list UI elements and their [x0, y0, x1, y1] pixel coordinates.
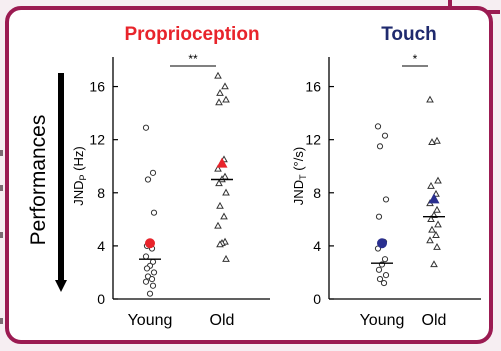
significance-label: *: [413, 52, 418, 66]
y-axis-label: JNDP (Hz): [71, 146, 88, 205]
chart-proprioception: Proprioception JNDP (Hz) 0 4 8 12 16 Young Ol…: [71, 24, 270, 329]
data-point: [428, 225, 436, 233]
data-point: [144, 176, 152, 183]
chart-title: Proprioception: [124, 24, 259, 45]
data-point: [381, 132, 389, 139]
significance-label: **: [188, 52, 198, 66]
data-point: [426, 95, 434, 103]
data-point: [427, 181, 435, 189]
data-point: [433, 205, 441, 213]
data-point: [374, 123, 382, 130]
data-point: [222, 188, 230, 196]
y-tick-label: 4: [313, 238, 321, 254]
data-point: [376, 275, 384, 283]
data-point: [214, 164, 222, 172]
data-point: [375, 213, 383, 220]
group-mean-marker: [145, 238, 155, 249]
chart-title: Touch: [381, 24, 437, 45]
data-point: [376, 143, 384, 150]
x-tick-label: Young: [128, 312, 173, 329]
group-mean-marker: [428, 193, 440, 204]
y-tick-label: 16: [305, 79, 321, 95]
x-tick-label: Old: [422, 312, 447, 329]
data-point: [142, 278, 150, 285]
data-point: [222, 95, 230, 103]
data-point: [381, 256, 389, 263]
y-tick-label: 12: [305, 132, 321, 148]
data-point: [382, 272, 390, 279]
data-point: [149, 282, 157, 289]
data-point: [426, 236, 434, 244]
y-tick-label: 8: [313, 185, 321, 201]
performance-label: Performances: [27, 115, 50, 246]
data-point: [149, 169, 157, 176]
data-point: [146, 290, 154, 297]
data-point: [215, 179, 223, 187]
data-point: [216, 240, 224, 248]
data-point: [434, 176, 442, 184]
data-point: [150, 269, 158, 276]
data-point: [427, 215, 435, 223]
y-axis-label: JNDT (°/s): [291, 147, 308, 205]
group-mean-marker: [377, 238, 387, 249]
performance-arrowhead: [55, 280, 67, 292]
data-point: [221, 82, 229, 90]
data-point: [216, 88, 224, 96]
y-tick-label: 8: [97, 185, 105, 201]
chart-touch: Touch JNDT (°/s) 0 4 8 12 16 Young Old *: [291, 24, 481, 329]
data-point: [148, 275, 156, 283]
data-point: [220, 212, 228, 220]
data-point: [216, 201, 224, 209]
data-point: [142, 124, 150, 131]
data-point: [433, 242, 441, 250]
y-tick-label: 0: [313, 291, 321, 307]
y-tick-label: 16: [89, 79, 105, 95]
data-point: [214, 221, 222, 229]
group-mean-marker: [216, 157, 228, 168]
x-tick-label: Young: [360, 312, 405, 329]
data-point: [375, 266, 383, 273]
data-point: [142, 253, 150, 260]
data-point: [428, 138, 436, 146]
y-tick-label: 4: [97, 238, 105, 254]
data-point: [432, 231, 440, 238]
data-point: [380, 279, 388, 287]
data-point: [215, 98, 223, 106]
data-point: [214, 71, 222, 79]
figure-panel: [5, 6, 493, 344]
data-point: [434, 220, 442, 228]
data-point: [222, 254, 230, 262]
data-point: [430, 260, 438, 268]
y-tick-label: 0: [97, 291, 105, 307]
data-point: [143, 265, 151, 272]
data-point: [433, 136, 441, 144]
x-tick-label: Old: [210, 312, 235, 329]
data-point: [150, 209, 158, 216]
y-tick-label: 12: [89, 132, 105, 148]
data-point: [382, 196, 390, 203]
